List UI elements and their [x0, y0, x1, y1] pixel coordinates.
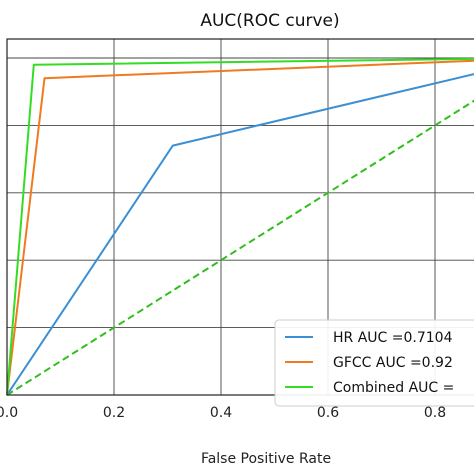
series-line-3: [6, 99, 474, 396]
x-axis-label: False Positive Rate: [201, 451, 331, 467]
plot-frame: [6, 38, 474, 396]
x-tick-label-3: 0.6: [317, 405, 339, 421]
x-tick-label-1: 0.2: [103, 405, 125, 421]
legend-box: [274, 319, 474, 407]
legend-label-0: HR AUC =0.7104: [333, 330, 453, 346]
legend-label-1: GFCC AUC =0.92: [333, 355, 453, 371]
legend-label-2: Combined AUC =: [333, 380, 454, 396]
x-tick-label-0: 0.0: [0, 405, 18, 421]
series-line-1: [6, 59, 474, 396]
legend: HR AUC =0.7104 GFCC AUC =0.92 Combined AUC…: [274, 319, 474, 407]
x-tick-labels: 0.0 0.2 0.4 0.6 0.8: [0, 405, 446, 421]
x-tick-label-4: 0.8: [424, 405, 446, 421]
series-line-0: [6, 73, 474, 396]
chart-title: AUC(ROC curve): [200, 11, 339, 31]
series-lines: [6, 57, 474, 396]
x-tick-label-2: 0.4: [210, 405, 232, 421]
series-line-2: [6, 57, 474, 396]
